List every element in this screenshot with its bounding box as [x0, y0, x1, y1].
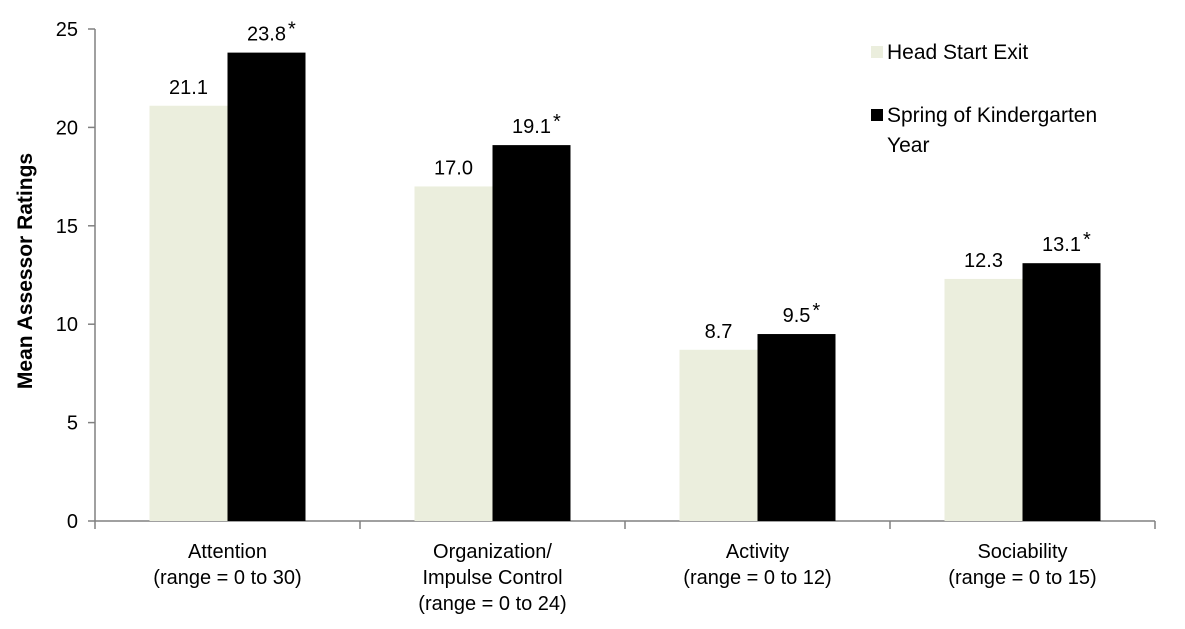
category-label: (range = 0 to 15) [948, 567, 1096, 589]
significance-marker: * [553, 111, 561, 133]
legend: Head Start Exit Spring of Kindergarten Yea… [871, 41, 1097, 157]
data-label: 17.0 [434, 157, 473, 179]
bar [757, 334, 836, 521]
category-label: (range = 0 to 30) [153, 567, 301, 589]
bar [679, 349, 758, 521]
category-label: Activity [726, 541, 789, 563]
category-label: (range = 0 to 24) [418, 593, 566, 615]
data-label: 12.3 [964, 250, 1003, 272]
data-label: 8.7 [705, 321, 733, 343]
category-label: Sociability [977, 541, 1067, 563]
legend-label: Spring of Kindergarten [887, 104, 1097, 127]
significance-marker: * [812, 300, 820, 322]
significance-marker: * [288, 19, 296, 41]
y-tick-label: 25 [56, 19, 78, 41]
legend-swatch [871, 46, 883, 58]
category-label: (range = 0 to 12) [683, 567, 831, 589]
data-label: 9.5 [783, 305, 811, 327]
significance-marker: * [1083, 229, 1091, 251]
data-label: 21.1 [169, 77, 208, 99]
category-label: Organization/ [433, 541, 552, 563]
y-tick-label: 20 [56, 117, 78, 139]
bar [227, 52, 306, 522]
y-axis-title: Mean Assessor Ratings [14, 153, 37, 389]
bar [944, 278, 1023, 521]
y-tick-label: 0 [67, 511, 78, 533]
bar [149, 105, 228, 521]
bar [414, 186, 493, 521]
y-tick-label: 10 [56, 314, 78, 336]
bar [492, 145, 571, 521]
data-label: 19.1 [512, 116, 551, 138]
data-label: 23.8 [247, 24, 286, 46]
category-label: Impulse Control [422, 567, 562, 589]
legend-label: Head Start Exit [887, 41, 1028, 64]
category-label: Attention [188, 541, 267, 563]
y-tick-label: 15 [56, 216, 78, 238]
y-tick-label: 5 [67, 413, 78, 435]
data-label: 13.1 [1042, 234, 1081, 256]
bar [1022, 263, 1101, 521]
legend-label: Year [887, 134, 929, 157]
legend-swatch [871, 109, 883, 121]
